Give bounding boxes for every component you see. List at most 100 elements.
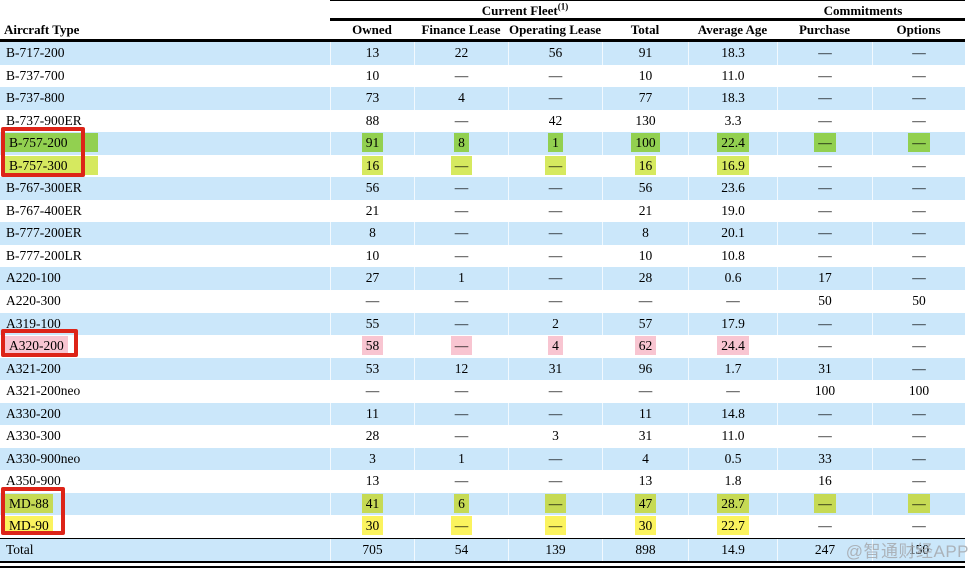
cell-text: 16: [818, 473, 832, 489]
cell-text: —: [908, 133, 930, 153]
value-cell: 30: [602, 515, 688, 539]
value-cell: —: [508, 87, 602, 110]
value-cell: 28: [602, 267, 688, 291]
cell-text: A220-100: [6, 270, 61, 286]
value-cell: —: [777, 312, 872, 336]
value-cell: —: [508, 199, 602, 223]
cell-text: 14.9: [721, 542, 745, 558]
value-cell: 14.8: [688, 402, 777, 426]
value-cell: —: [777, 515, 872, 539]
value-cell: —: [777, 87, 872, 110]
aircraft-type-cell: A350-900: [0, 470, 330, 493]
aircraft-type-cell: MD-90: [0, 515, 330, 538]
aircraft-type-cell: A320-200: [0, 335, 330, 358]
value-cell: 53: [330, 357, 414, 381]
cell-text: —: [912, 180, 926, 196]
value-cell: 13: [330, 470, 414, 493]
cell-text: 31: [548, 360, 563, 376]
cell-text: A321-200: [6, 360, 61, 376]
cell-text: A330-900neo: [6, 450, 81, 466]
value-cell: —: [872, 177, 965, 200]
table-row: B-717-200 13 22 56 91 18.3 — —: [0, 42, 965, 65]
cell-text: —: [818, 428, 832, 444]
cell-text: —: [912, 157, 926, 173]
cell-text: 705: [362, 542, 383, 558]
cell-text: 47: [634, 493, 657, 513]
aircraft-type-cell: A330-200: [0, 403, 330, 426]
cell-text: —: [818, 338, 832, 354]
cell-text: 18.3: [721, 90, 745, 106]
col-header-total: Total: [630, 22, 660, 37]
watermark-text: @智通财经APP: [845, 542, 969, 561]
table-row: A330-900neo 3 1 — 4 0.5 33 —: [0, 447, 965, 471]
cell-text: —: [544, 493, 567, 513]
cell-text: —: [548, 67, 563, 83]
cell-text: —: [912, 473, 926, 489]
value-cell: 11: [330, 402, 414, 426]
cell-text: —: [818, 405, 832, 421]
value-cell: 18.3: [688, 42, 777, 65]
value-cell: —: [777, 109, 872, 133]
cell-text: 54: [454, 542, 469, 558]
cell-text: —: [818, 202, 832, 218]
cell-text: —: [912, 518, 926, 534]
table-row: MD-88 41 6 — 47 28.7 — —: [0, 492, 965, 516]
cell-text: 4: [548, 336, 563, 356]
aircraft-type-cell: MD-88: [0, 493, 330, 516]
value-cell: 27: [330, 267, 414, 291]
cell-text: —: [548, 180, 563, 196]
value-cell: 8: [330, 222, 414, 245]
cell-text: 42: [548, 112, 563, 128]
cell-text: 0.5: [724, 450, 742, 466]
cell-text: —: [365, 383, 380, 399]
value-cell: 4: [508, 335, 602, 358]
cell-text: A321-200neo: [6, 383, 81, 399]
cell-text: —: [450, 516, 473, 536]
cell-text: —: [638, 293, 653, 309]
value-cell: —: [508, 267, 602, 291]
red-annotation-box-b757: [1, 127, 85, 177]
value-cell: —: [414, 199, 508, 223]
cell-text: —: [365, 293, 380, 309]
value-cell: 12: [414, 357, 508, 381]
cell-text: 247: [814, 542, 836, 558]
aircraft-type-cell: B-767-400ER: [0, 200, 330, 223]
cell-text: —: [454, 247, 469, 263]
value-cell: 77: [602, 87, 688, 110]
cell-text: 56: [638, 180, 653, 196]
value-cell: —: [414, 177, 508, 200]
cell-text: 4: [458, 90, 465, 106]
cell-text: —: [818, 67, 832, 83]
value-cell: 1.8: [688, 470, 777, 493]
table-row: B-757-300 16 — — 16 16.9 — —: [0, 154, 965, 178]
table-row: B-737-800 73 4 — 77 18.3 — —: [0, 87, 965, 110]
cell-text: 30: [361, 516, 384, 536]
cell-text: —: [912, 405, 926, 421]
cell-text: 50: [912, 293, 926, 309]
table-row: A319-100 55 — 2 57 17.9 — —: [0, 312, 965, 336]
total-value-cell: 705: [330, 539, 414, 562]
cell-text: B-757-200: [5, 133, 98, 153]
value-cell: 10: [602, 244, 688, 268]
cell-text: 13: [365, 45, 380, 60]
cell-text: B-737-900ER: [6, 112, 82, 128]
table-row: B-737-900ER 88 — 42 130 3.3 — —: [0, 109, 965, 133]
value-cell: —: [508, 222, 602, 245]
cell-text: —: [454, 473, 469, 489]
value-cell: 31: [777, 357, 872, 381]
aircraft-type-cell: B-737-800: [0, 87, 330, 110]
cell-text: 58: [361, 336, 384, 356]
cell-text: A330-300: [6, 428, 61, 444]
cell-text: 55: [365, 315, 380, 331]
table-row: A321-200neo — — — — — 100 100: [0, 380, 965, 403]
cell-text: 3.3: [724, 112, 742, 128]
aircraft-type-cell: A330-300: [0, 425, 330, 448]
cell-text: MD-90: [5, 516, 53, 536]
value-cell: 6: [414, 492, 508, 516]
aircraft-type-cell: A220-300: [0, 290, 330, 313]
value-cell: 13: [602, 470, 688, 493]
value-cell: 16: [777, 470, 872, 493]
table-row: A350-900 13 — — 13 1.8 16 —: [0, 470, 965, 493]
cell-text: 13: [365, 473, 380, 489]
